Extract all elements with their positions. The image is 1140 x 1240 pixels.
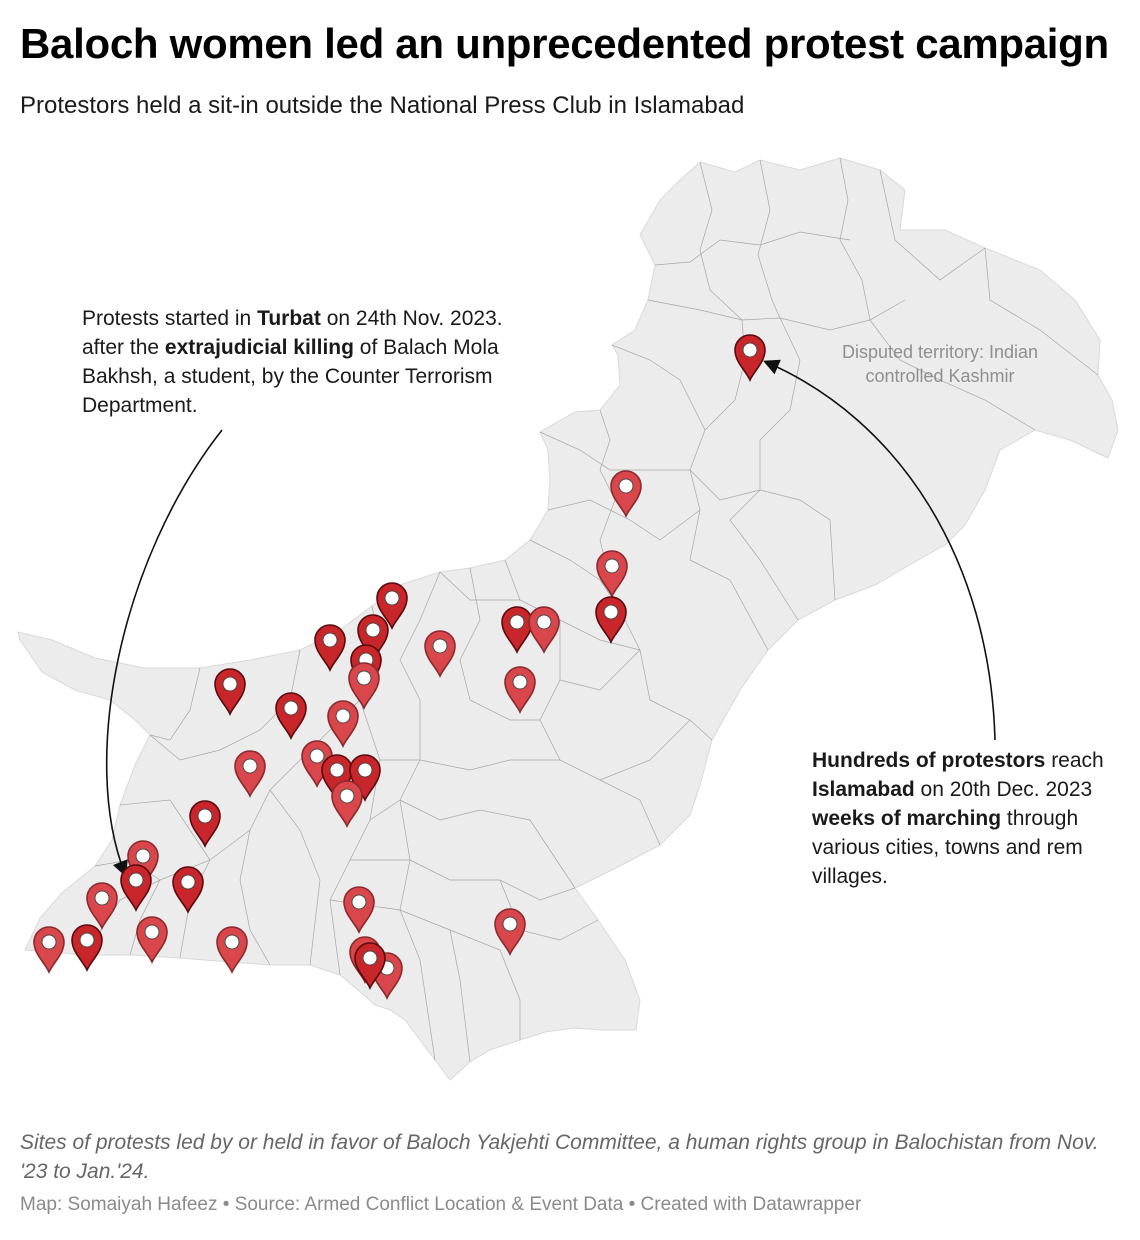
- map-footer: Map: Somaiyah Hafeez • Source: Armed Con…: [20, 1194, 862, 1215]
- protest-marker: [234, 750, 266, 797]
- islamabad-annotation: Hundreds of protestors reach Islamabad on…: [812, 749, 1104, 888]
- protest-marker: [172, 866, 204, 913]
- protest-marker: [504, 666, 536, 713]
- protest-marker: [501, 606, 533, 653]
- protest-marker: [321, 754, 353, 801]
- protest-marker: [376, 582, 408, 629]
- protest-marker: [494, 908, 526, 955]
- kashmir-label: Disputed territory: Indian controlled Kas…: [841, 342, 1039, 386]
- protest-marker: [189, 800, 221, 847]
- protest-marker: [343, 886, 375, 933]
- protest-marker: [301, 740, 333, 787]
- map: Protests started in Turbat on 24th Nov. …: [0, 140, 1140, 1120]
- chart-title: Baloch women led an unprecedented protes…: [20, 20, 1109, 67]
- turbat-arrow: [105, 429, 223, 877]
- turbat-annotation: Protests started in Turbat on 24th Nov. …: [82, 307, 503, 417]
- protest-marker: [596, 550, 628, 597]
- map-caption: Sites of protests led by or held in favo…: [20, 1131, 1099, 1183]
- protest-marker: [734, 334, 766, 381]
- protest-marker: [275, 692, 307, 739]
- protest-marker: [136, 916, 168, 963]
- protest-marker: [314, 624, 346, 671]
- protest-marker: [71, 924, 103, 971]
- chart-subtitle: Protestors held a sit-in outside the Nat…: [20, 92, 745, 119]
- protest-marker: [216, 926, 248, 973]
- protest-marker: [33, 926, 65, 973]
- protest-marker: [331, 780, 363, 827]
- protest-marker: [357, 614, 389, 661]
- protest-marker: [214, 668, 246, 715]
- protest-marker: [595, 596, 627, 643]
- protest-marker: [610, 470, 642, 517]
- protest-marker: [327, 700, 359, 747]
- islamabad-arrow: [763, 359, 996, 741]
- map-canvas: [17, 157, 1119, 1081]
- protest-markers: [33, 334, 766, 999]
- protest-marker: [86, 882, 118, 929]
- protest-marker: [120, 864, 152, 911]
- protest-marker: [348, 662, 380, 709]
- protest-marker: [349, 754, 381, 801]
- protest-marker: [354, 942, 386, 989]
- protest-marker: [424, 630, 456, 677]
- protest-marker: [127, 840, 159, 887]
- protest-marker: [528, 606, 560, 653]
